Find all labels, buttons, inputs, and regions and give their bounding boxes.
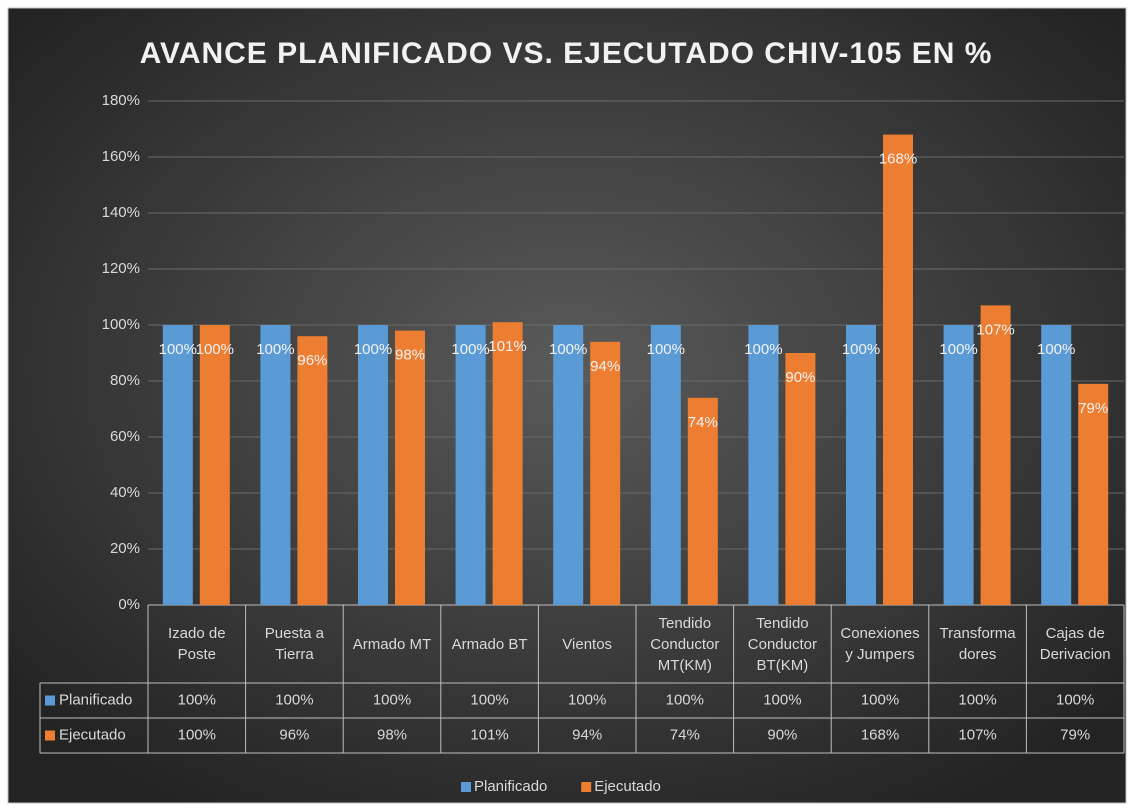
data-label: 100% xyxy=(549,341,587,358)
legend-key xyxy=(461,782,471,792)
bar xyxy=(785,353,816,605)
bar xyxy=(162,325,193,605)
y-tick-label: 40% xyxy=(110,484,140,501)
bar xyxy=(260,325,291,605)
data-label: 168% xyxy=(879,151,917,168)
data-label: 100% xyxy=(354,341,392,358)
table-legend-key xyxy=(45,695,55,706)
x-tick-label: Izado de Poste xyxy=(168,625,226,663)
x-tick-label: Cajas de Derivacion xyxy=(1039,625,1111,663)
table-cell: 79% xyxy=(1060,726,1090,743)
table-cell: 100% xyxy=(470,691,508,708)
table-cell: 101% xyxy=(470,726,508,743)
y-tick-label: 60% xyxy=(110,428,140,445)
y-tick-label: 20% xyxy=(110,540,140,557)
bar xyxy=(846,325,876,605)
bar xyxy=(650,325,681,605)
y-tick-label: 160% xyxy=(102,148,140,165)
data-label: 94% xyxy=(590,358,620,375)
chart-title: AVANCE PLANIFICADO VS. EJECUTADO CHIV-10… xyxy=(140,37,993,70)
table-cell: 100% xyxy=(763,691,801,708)
table-row-header: Planificado xyxy=(59,691,132,708)
data-label: 100% xyxy=(647,341,685,358)
table-cell: 100% xyxy=(861,691,899,708)
bar xyxy=(492,322,523,605)
x-tick-label: Armado BT xyxy=(451,635,528,653)
y-tick-label: 100% xyxy=(102,316,140,333)
table-cell: 168% xyxy=(861,726,899,743)
table-cell: 100% xyxy=(568,691,606,708)
bar xyxy=(1041,325,1072,605)
legend-label: Ejecutado xyxy=(594,778,661,795)
table-cell: 96% xyxy=(279,726,309,743)
data-label: 100% xyxy=(939,341,977,358)
data-label: 101% xyxy=(488,338,526,355)
y-tick-label: 80% xyxy=(110,372,140,389)
y-tick-label: 180% xyxy=(102,92,140,109)
bar xyxy=(297,336,328,605)
x-tick-label: Transforma dores xyxy=(939,625,1016,663)
data-label: 100% xyxy=(842,341,880,358)
y-tick-label: 120% xyxy=(102,260,140,277)
y-tick-label: 140% xyxy=(102,204,140,221)
bar xyxy=(590,341,621,605)
data-label: 100% xyxy=(159,341,197,358)
x-tick-label: Tendido Conductor MT(KM) xyxy=(650,614,720,674)
bar xyxy=(883,134,913,605)
x-tick-label: Puesta a Tierra xyxy=(264,625,324,663)
data-label: 98% xyxy=(395,347,425,364)
data-label: 100% xyxy=(451,341,489,358)
table-cell: 100% xyxy=(1056,691,1094,708)
table-cell: 98% xyxy=(377,726,407,743)
table-cell: 100% xyxy=(958,691,996,708)
table-cell: 100% xyxy=(178,691,216,708)
x-tick-label: Tendido Conductor BT(KM) xyxy=(747,614,817,674)
table-cell: 107% xyxy=(958,726,996,743)
bar xyxy=(395,330,425,605)
bar xyxy=(199,325,230,605)
y-tick-label: 0% xyxy=(118,596,140,613)
data-label: 96% xyxy=(297,352,327,369)
legend-label: Planificado xyxy=(474,778,547,795)
table-cell: 94% xyxy=(572,726,602,743)
bar xyxy=(687,397,718,605)
x-tick-label: Conexiones y Jumpers xyxy=(840,625,920,663)
table-cell: 90% xyxy=(767,726,797,743)
table-cell: 74% xyxy=(670,726,700,743)
table-cell: 100% xyxy=(666,691,704,708)
table-cell: 100% xyxy=(373,691,411,708)
bar xyxy=(455,325,486,605)
data-label: 100% xyxy=(256,341,294,358)
x-tick-label: Vientos xyxy=(562,635,613,653)
data-label: 100% xyxy=(196,341,234,358)
data-label: 74% xyxy=(688,414,718,431)
table-cell: 100% xyxy=(178,726,216,743)
table-cell: 100% xyxy=(275,691,313,708)
table-legend-key xyxy=(45,730,55,741)
bar xyxy=(553,325,584,605)
data-label: 107% xyxy=(976,321,1014,338)
data-label: 100% xyxy=(744,341,782,358)
data-label: 79% xyxy=(1078,400,1108,417)
bar xyxy=(943,325,974,605)
legend-key xyxy=(581,782,592,792)
table-row-header: Ejecutado xyxy=(59,726,126,743)
data-label: 90% xyxy=(785,369,815,386)
bar xyxy=(980,305,1011,605)
x-tick-label: Armado MT xyxy=(352,635,432,653)
data-label: 100% xyxy=(1037,341,1075,358)
bar xyxy=(748,325,779,605)
bar xyxy=(1078,383,1109,605)
bar xyxy=(358,325,388,605)
